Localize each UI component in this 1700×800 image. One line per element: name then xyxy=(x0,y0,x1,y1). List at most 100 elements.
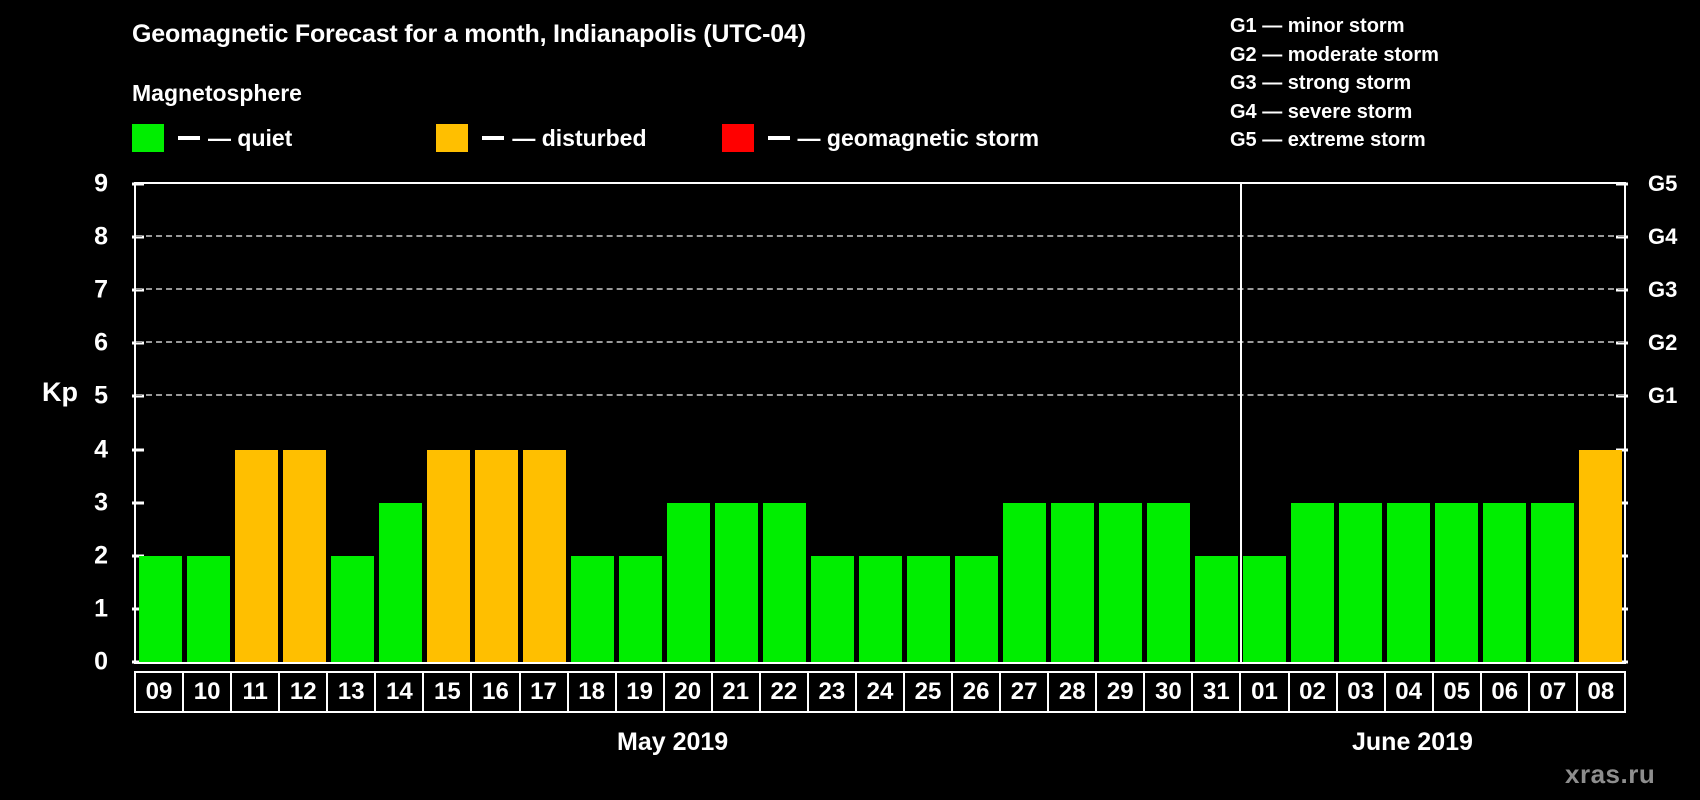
bar-10-quiet[interactable] xyxy=(186,555,230,662)
bar-27-quiet[interactable] xyxy=(1002,502,1046,662)
bar-21-quiet[interactable] xyxy=(714,502,758,662)
bar-cell[interactable] xyxy=(1000,184,1048,662)
y-tick-mark xyxy=(132,607,144,611)
date-cell[interactable]: 11 xyxy=(232,673,281,711)
date-cell[interactable]: 12 xyxy=(280,673,329,711)
date-cell[interactable]: 25 xyxy=(905,673,954,711)
bar-24-quiet[interactable] xyxy=(858,555,902,662)
bar-25-quiet[interactable] xyxy=(906,555,950,662)
bar-11-disturbed[interactable] xyxy=(234,449,278,662)
bar-cell[interactable] xyxy=(808,184,856,662)
date-cell[interactable]: 24 xyxy=(857,673,905,711)
bar-17-disturbed[interactable] xyxy=(522,449,566,662)
bar-cell[interactable] xyxy=(1336,184,1384,662)
date-cell[interactable]: 29 xyxy=(1097,673,1146,711)
bar-cell[interactable] xyxy=(1432,184,1480,662)
legend-heading: Magnetosphere xyxy=(132,80,302,106)
date-cell[interactable]: 28 xyxy=(1049,673,1098,711)
bar-cell[interactable] xyxy=(760,184,808,662)
bar-cell[interactable] xyxy=(520,184,568,662)
bar-09-quiet[interactable] xyxy=(138,555,182,662)
date-cell[interactable]: 08 xyxy=(1587,678,1615,705)
date-cell[interactable]: 23 xyxy=(809,673,857,711)
bar-cell[interactable] xyxy=(1576,184,1624,662)
date-cell[interactable]: 01 xyxy=(1241,673,1290,711)
bar-23-quiet[interactable] xyxy=(810,555,854,662)
bar-cell[interactable] xyxy=(1528,184,1576,662)
bar-cell[interactable] xyxy=(424,184,472,662)
bar-12-disturbed[interactable] xyxy=(282,449,326,662)
bar-cell[interactable] xyxy=(568,184,616,662)
bar-cell[interactable] xyxy=(712,184,760,662)
bar-16-disturbed[interactable] xyxy=(474,449,518,662)
bar-cell[interactable] xyxy=(328,184,376,662)
bar-cell[interactable] xyxy=(184,184,232,662)
date-cell[interactable]: 19 xyxy=(617,673,665,711)
bar-20-quiet[interactable] xyxy=(666,502,710,662)
date-cell[interactable]: 26 xyxy=(953,673,1002,711)
date-cell[interactable]: 04 xyxy=(1386,673,1434,711)
bar-cell[interactable] xyxy=(232,184,280,662)
bar-cell[interactable] xyxy=(1192,184,1240,662)
bar-13-quiet[interactable] xyxy=(330,555,374,662)
bar-14-quiet[interactable] xyxy=(378,502,422,662)
date-cell[interactable]: 06 xyxy=(1482,673,1530,711)
date-cell[interactable]: 27 xyxy=(1001,673,1050,711)
bar-05-quiet[interactable] xyxy=(1434,502,1478,662)
bar-cell[interactable] xyxy=(1480,184,1528,662)
bar-cell[interactable] xyxy=(376,184,424,662)
date-cell[interactable]: 21 xyxy=(713,673,761,711)
bar-cell[interactable] xyxy=(1384,184,1432,662)
bar-cell[interactable] xyxy=(1048,184,1096,662)
bar-22-quiet[interactable] xyxy=(762,502,806,662)
date-cell[interactable]: 31 xyxy=(1193,673,1242,711)
bar-cell[interactable] xyxy=(952,184,1000,662)
bar-01-quiet[interactable] xyxy=(1242,555,1286,662)
color-legend: — quiet — disturbed — geomagnetic storm xyxy=(132,124,1039,152)
date-cell[interactable]: 09 xyxy=(136,673,185,711)
bar-cell[interactable] xyxy=(280,184,328,662)
date-cell[interactable]: 10 xyxy=(184,673,233,711)
y-axis-tick-labels: 9 8 7 6 5 4 3 2 1 0 xyxy=(78,170,108,676)
bar-cell[interactable] xyxy=(1240,184,1288,662)
date-cell[interactable]: 05 xyxy=(1434,673,1482,711)
bar-cell[interactable] xyxy=(1288,184,1336,662)
date-cell[interactable]: 07 xyxy=(1530,673,1578,711)
bar-cell[interactable] xyxy=(1096,184,1144,662)
bar-cell[interactable] xyxy=(664,184,712,662)
date-cell[interactable]: 02 xyxy=(1290,673,1338,711)
date-cell[interactable]: 30 xyxy=(1145,673,1194,711)
bar-02-quiet[interactable] xyxy=(1290,502,1334,662)
bar-15-disturbed[interactable] xyxy=(426,449,470,662)
date-cell[interactable]: 18 xyxy=(569,673,617,711)
bar-30-quiet[interactable] xyxy=(1146,502,1190,662)
bar-04-quiet[interactable] xyxy=(1386,502,1430,662)
month-divider xyxy=(1240,184,1242,662)
bar-07-quiet[interactable] xyxy=(1530,502,1574,662)
date-cell[interactable]: 15 xyxy=(424,673,473,711)
date-cell[interactable]: 03 xyxy=(1338,673,1386,711)
gridline xyxy=(136,288,1624,291)
bar-03-quiet[interactable] xyxy=(1338,502,1382,662)
date-cell[interactable]: 16 xyxy=(472,673,521,711)
bar-19-quiet[interactable] xyxy=(618,555,662,662)
date-cell[interactable]: 20 xyxy=(665,673,713,711)
bar-cell[interactable] xyxy=(856,184,904,662)
bar-28-quiet[interactable] xyxy=(1050,502,1094,662)
gridline xyxy=(136,341,1624,344)
bar-cell[interactable] xyxy=(616,184,664,662)
date-cell[interactable]: 22 xyxy=(761,673,809,711)
date-cell[interactable]: 14 xyxy=(376,673,425,711)
bar-cell[interactable] xyxy=(904,184,952,662)
bar-08-disturbed[interactable] xyxy=(1578,449,1622,662)
bar-cell[interactable] xyxy=(1144,184,1192,662)
bar-cell[interactable] xyxy=(136,184,184,662)
bar-06-quiet[interactable] xyxy=(1482,502,1526,662)
bar-18-quiet[interactable] xyxy=(570,555,614,662)
date-cell[interactable]: 17 xyxy=(521,673,569,711)
bar-cell[interactable] xyxy=(472,184,520,662)
date-cell[interactable]: 13 xyxy=(328,673,377,711)
bar-31-quiet[interactable] xyxy=(1194,555,1238,662)
bar-26-quiet[interactable] xyxy=(954,555,998,662)
bar-29-quiet[interactable] xyxy=(1098,502,1142,662)
